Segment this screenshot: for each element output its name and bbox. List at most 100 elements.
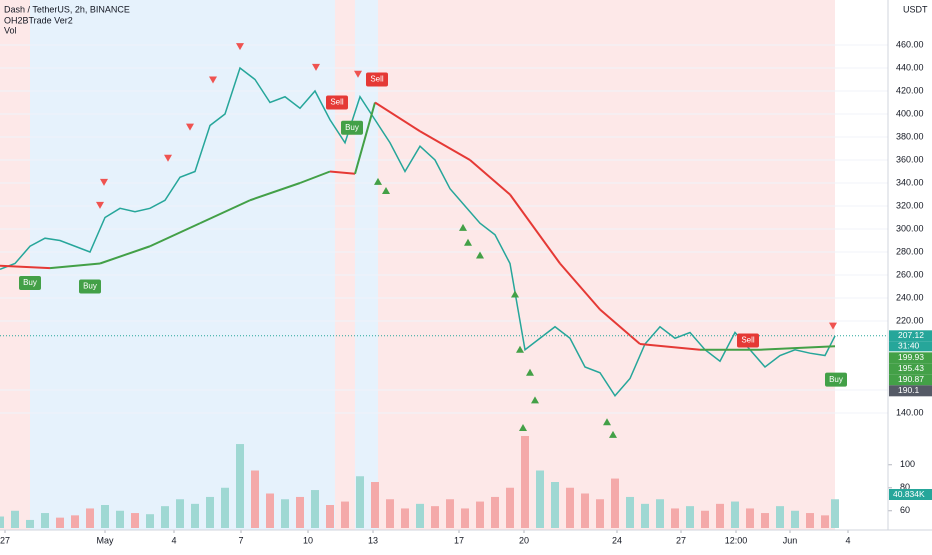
indicator-label: Vol [4,25,17,35]
y-tick-label: 380.00 [896,131,924,141]
plot [0,0,888,530]
volume-bar [761,513,769,528]
signal-arrow [603,418,611,426]
volume-bar [206,496,214,528]
volume-bar [686,506,694,528]
signal-arrow [354,70,362,78]
indicator-segment [469,159,511,196]
signal-arrow [164,154,172,162]
price-tag-label: 199.93 [898,352,924,362]
signal-arrow [382,187,390,195]
volume-bar [461,508,469,528]
volume-bar [626,496,634,528]
signal-arrow [374,177,382,185]
signal-label: Sell [370,75,384,84]
x-tick-label: 27 [0,535,10,545]
volume-bar [386,499,394,528]
x-tick-label: 4 [845,535,850,545]
signal-arrow [96,201,104,209]
volume-bar [371,482,379,528]
signal-label: Buy [829,375,843,384]
signal-arrow [829,322,837,330]
zone [0,0,30,530]
volume-bar [176,499,184,528]
price-tag-label: 207.12 [898,330,924,340]
zone [335,0,355,530]
x-tick-label: 20 [519,535,529,545]
indicator-segment [374,101,421,133]
indicator-segment [419,130,471,161]
y-tick-label: 240.00 [896,292,924,302]
signal-arrow [519,423,527,431]
volume-bar [356,476,364,528]
volume-bar [446,499,454,528]
signal-arrow [312,63,320,71]
signal-arrow [526,368,534,376]
volume-bar [11,510,19,528]
price-tag [889,374,932,386]
volume-bar [821,515,829,528]
volume-bar [791,510,799,528]
signal-arrow [531,396,539,404]
price-tag-label: 190.1 [898,385,920,395]
x-tick-label: 10 [303,535,313,545]
price-tag-label: 195.43 [898,363,924,373]
volume-bar [641,503,649,528]
signal-arrow [464,238,472,246]
signal-arrow [236,43,244,51]
signal-label-bg [825,372,847,387]
volume-bar [611,478,619,528]
signal-label-bg [366,72,388,87]
signal-label: Buy [83,282,97,291]
volume-bar [341,501,349,528]
signal-label-bg [19,276,41,291]
signal-label: Buy [345,123,359,132]
y-tick-label: 140.00 [896,407,924,417]
x-tick-label: 13 [368,535,378,545]
volume-bar [41,513,49,528]
volume-tag [889,489,932,500]
volume-bar [431,506,439,528]
signal-arrow [209,76,217,84]
x-tick-label: 12:00 [725,535,748,545]
price-tag-label: 190.87 [898,374,924,384]
volume-bar [236,444,244,528]
volume-bar [806,513,814,528]
volume-bar [671,508,679,528]
signal-arrow [100,178,108,186]
volume-bar [536,470,544,528]
x-tick-label: 17 [454,535,464,545]
volume-bar [221,487,229,528]
volume-bar [476,501,484,528]
indicator-label: OH2BTrade Ver2 [4,15,73,25]
volume-bar [701,510,709,528]
volume-bar [56,517,64,528]
indicator-segment [759,345,836,351]
indicator-segment [329,170,356,175]
volume-bar [776,506,784,528]
volume-tick-label: 80 [900,482,910,492]
indicator-segment [0,264,51,270]
price-tag [889,330,932,342]
volume-bar [0,516,4,528]
signal-label: Sell [741,336,755,345]
x-tick-label: 27 [676,535,686,545]
indicator-segment [639,343,701,351]
indicator-segment [49,262,101,270]
volume-bar [311,490,319,528]
signal-label: Sell [330,98,344,107]
indicator-segment [599,308,641,345]
x-tick-label: May [96,535,114,545]
volume-bar [731,501,739,528]
volume-bar [491,496,499,528]
volume-bar [581,493,589,528]
volume-bar [326,505,334,528]
volume-tick-label: 100 [900,459,915,469]
axis-bg [888,0,932,550]
volume-bar [191,503,199,528]
signal-arrow [609,430,617,438]
volume-bar [506,487,514,528]
signal-label-bg [79,279,101,294]
currency: USDT [903,4,928,14]
